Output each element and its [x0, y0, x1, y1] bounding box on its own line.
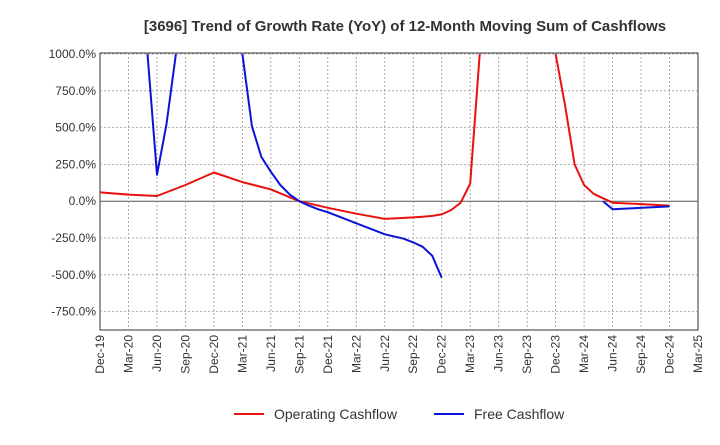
series-line — [100, 53, 481, 220]
y-tick-label: -500.0% — [51, 268, 96, 282]
grid — [100, 53, 698, 330]
series-line — [146, 53, 177, 176]
y-tick-label: 250.0% — [55, 157, 96, 171]
x-tick-label: Dec-23 — [549, 335, 563, 374]
legend-label: Free Cashflow — [474, 406, 565, 422]
y-tick-label: 750.0% — [55, 84, 96, 98]
series-line — [554, 53, 670, 207]
y-tick-label: -750.0% — [51, 305, 96, 319]
x-tick-label: Mar-21 — [235, 335, 249, 373]
x-tick-label: Sep-24 — [634, 335, 648, 374]
series-lines — [100, 53, 670, 279]
x-tick-label: Jun-20 — [150, 335, 164, 372]
x-tick-label: Mar-23 — [463, 335, 477, 373]
x-tick-label: Jun-24 — [606, 335, 620, 372]
chart-title: [3696] Trend of Growth Rate (YoY) of 12-… — [144, 18, 666, 35]
series-line — [602, 200, 670, 211]
x-tick-label: Sep-22 — [406, 335, 420, 374]
x-tick-label: Dec-21 — [321, 335, 335, 374]
legend-label: Operating Cashflow — [274, 406, 398, 422]
x-tick-label: Dec-19 — [93, 335, 107, 374]
x-tick-label: Dec-22 — [435, 335, 449, 374]
series-line — [241, 53, 443, 279]
x-tick-label: Mar-25 — [691, 335, 705, 373]
x-tick-label: Sep-21 — [292, 335, 306, 374]
x-tick-label: Sep-20 — [178, 335, 192, 374]
y-tick-label: 1000.0% — [49, 47, 97, 61]
x-tick-label: Jun-22 — [378, 335, 392, 372]
x-tick-label: Dec-24 — [663, 335, 677, 374]
x-tick-label: Jun-21 — [264, 335, 278, 372]
axes: 1000.0% 750.0% 500.0% 250.0% 0.0% -250.0% -500… — [49, 47, 705, 374]
x-tick-label: Dec-20 — [207, 335, 221, 374]
x-tick-label: Sep-23 — [520, 335, 534, 374]
series-group — [146, 53, 670, 279]
legend: Operating Cashflow Free Cashflow — [234, 406, 565, 422]
plot-area — [99, 52, 699, 331]
series-group — [100, 53, 670, 220]
x-tick-label: Mar-22 — [349, 335, 363, 373]
x-tick-label: Mar-20 — [121, 335, 135, 373]
x-tick-label: Jun-23 — [492, 335, 506, 372]
x-tick-label: Mar-24 — [577, 335, 591, 373]
y-tick-label: 0.0% — [69, 194, 97, 208]
y-tick-label: -250.0% — [51, 231, 96, 245]
y-tick-label: 500.0% — [55, 121, 96, 135]
